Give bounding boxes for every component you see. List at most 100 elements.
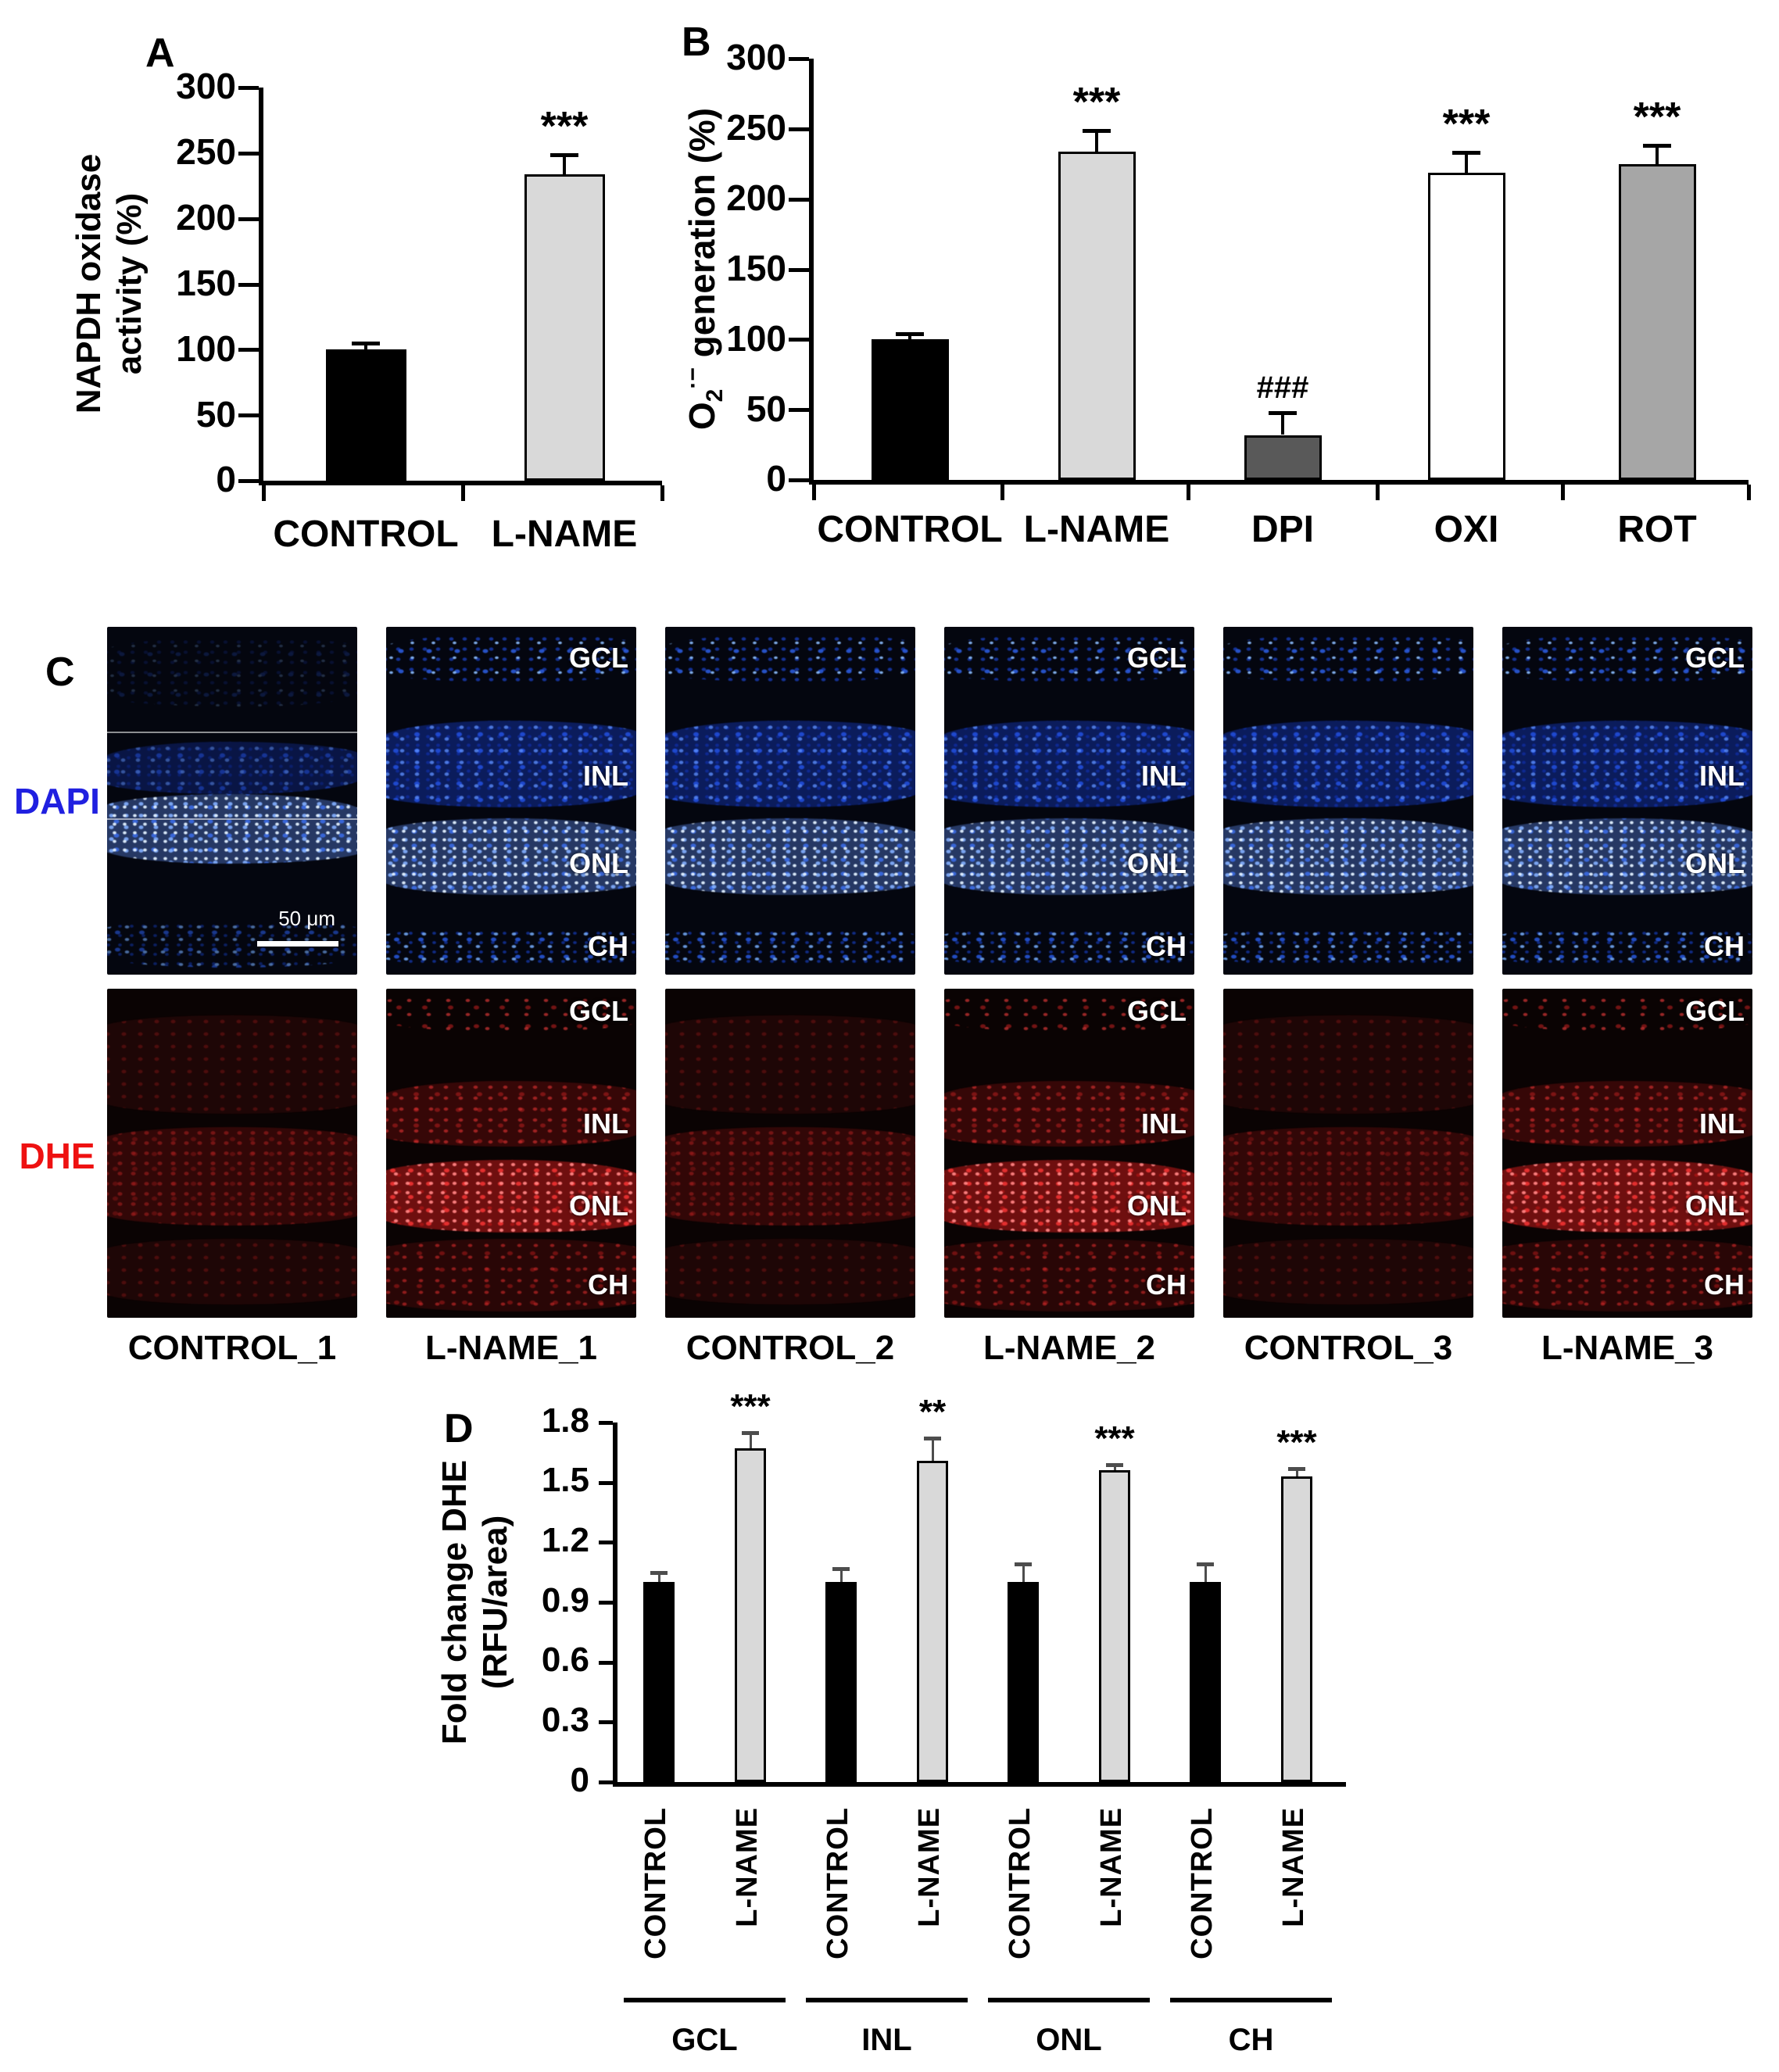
x-tick: [1376, 485, 1380, 500]
y-tick-label: 250: [176, 131, 236, 173]
micrograph-dapi-l-name_3: GCL INL ONL CH: [1502, 627, 1752, 975]
error-bar-cap: [650, 1570, 668, 1575]
tissue-band: [1502, 818, 1752, 895]
error-bar-cap: [896, 332, 924, 337]
error-bar-line: [1022, 1564, 1025, 1583]
micrograph-dapi-l-name_1: GCL INL ONL CH: [386, 627, 636, 975]
x-axis: [259, 481, 662, 485]
tissue-band: [107, 741, 357, 794]
y-tick-label: 150: [726, 247, 786, 288]
error-bar-cap: [550, 152, 578, 157]
y-tick-label: 0: [570, 1760, 589, 1799]
significance-label: ###: [1256, 370, 1309, 405]
significance-label: ***: [730, 1387, 771, 1426]
tissue-band: [386, 1080, 636, 1147]
error-bar-cap: [924, 1437, 941, 1441]
error-bar-line: [1465, 152, 1468, 173]
y-tick: [599, 1541, 613, 1545]
bar-d-7-l-name: [1281, 1476, 1312, 1782]
y-tick: [789, 197, 809, 202]
y-axis-title: O2·− generation (%): [680, 107, 728, 431]
bar-a-1-l-name: [524, 174, 605, 481]
y-axis-title-line: activity (%): [110, 192, 149, 375]
bar-d-6-control: [1190, 1582, 1221, 1782]
rotated-bar-label: L-NAME: [913, 1807, 947, 1927]
layer-label-inl: INL: [1699, 760, 1745, 793]
error-bar-line: [1281, 412, 1284, 435]
y-axis-title-line: (RFU/area): [476, 1515, 514, 1690]
layer-label-gcl: GCL: [569, 642, 628, 675]
tissue-band: [944, 1238, 1194, 1312]
error-bar-cap: [1015, 1562, 1032, 1567]
micrograph-dapi-l-name_2: GCL INL ONL CH: [944, 627, 1194, 975]
layer-label-onl: ONL: [1685, 1189, 1745, 1222]
category-label: CONTROL: [273, 514, 459, 555]
rotated-bar-label: CONTROL: [639, 1807, 673, 1959]
layer-label-gcl: GCL: [1127, 995, 1187, 1028]
error-bar-line: [657, 1572, 660, 1583]
significance-label: ***: [1442, 102, 1491, 148]
bar-b-3-oxi: [1427, 172, 1505, 480]
y-tick-label: 300: [726, 37, 786, 78]
panel-d-label: D: [444, 1406, 474, 1451]
tissue-band: [1502, 1080, 1752, 1147]
tissue-band: [944, 925, 1194, 968]
group-label: INL: [861, 2023, 912, 2057]
y-tick-label: 150: [176, 262, 236, 303]
layer-label-ch: CH: [588, 1268, 628, 1301]
tissue-band: [386, 818, 636, 895]
micrograph-dhe-control_1: [107, 989, 357, 1318]
tissue-band: [386, 1159, 636, 1233]
significance-label: ***: [540, 103, 589, 149]
micrograph-dhe-l-name_3: GCL INL ONL CH: [1502, 989, 1752, 1318]
tissue-band: [107, 1238, 357, 1305]
micrograph-dhe-l-name_2: GCL INL ONL CH: [944, 989, 1194, 1318]
group-label: CH: [1228, 2023, 1274, 2057]
rotated-bar-label: CONTROL: [821, 1807, 855, 1959]
y-tick: [789, 127, 809, 131]
layer-label-gcl: GCL: [1685, 642, 1745, 675]
significance-label: ***: [1633, 95, 1681, 141]
micrograph-dhe-l-name_1: GCL INL ONL CH: [386, 989, 636, 1318]
bar-b-0-control: [871, 339, 949, 480]
category-label: DPI: [1251, 509, 1314, 550]
y-tick: [599, 1480, 613, 1485]
layer-label-inl: INL: [583, 760, 628, 793]
error-bar-line: [931, 1438, 934, 1461]
y-tick: [238, 348, 259, 352]
layer-label-onl: ONL: [1685, 846, 1745, 879]
rotated-bar-label: L-NAME: [1095, 1807, 1129, 1927]
bar-d-2-control: [825, 1582, 857, 1782]
bar-d-0-control: [643, 1582, 675, 1782]
column-label: CONTROL_2: [685, 1329, 895, 1367]
tissue-band: [1502, 1238, 1752, 1312]
tissue-band: [665, 633, 915, 683]
significance-label: **: [918, 1393, 947, 1432]
tissue-band: [107, 1126, 357, 1226]
dhe-row-label: DHE: [19, 1136, 95, 1176]
tissue-band: [1502, 1159, 1752, 1233]
group-underline: [624, 1998, 786, 2002]
rotated-bar-label: CONTROL: [1186, 1807, 1219, 1959]
tissue-band: [1223, 633, 1473, 683]
rotated-bar-label: L-NAME: [731, 1807, 764, 1927]
y-tick: [238, 479, 259, 483]
tissue-band: [1223, 1015, 1473, 1114]
bar-d-4-control: [1008, 1582, 1039, 1782]
y-tick-label: 50: [746, 388, 786, 429]
tissue-band: [1502, 992, 1752, 1032]
tissue-band: [944, 1159, 1194, 1233]
tissue-band: [1502, 633, 1752, 683]
error-bar-cap: [1643, 144, 1671, 149]
y-tick: [599, 1601, 613, 1605]
layer-label-ch: CH: [1704, 930, 1745, 963]
y-tick-label: 200: [726, 177, 786, 219]
y-axis: [809, 59, 814, 485]
error-bar-cap: [832, 1566, 850, 1571]
category-label: CONTROL: [817, 509, 1003, 550]
layer-label-ch: CH: [1146, 1268, 1187, 1301]
y-tick-label: 1.8: [541, 1401, 589, 1440]
error-bar-line: [749, 1432, 752, 1449]
scan-artifact-line: [107, 818, 357, 820]
